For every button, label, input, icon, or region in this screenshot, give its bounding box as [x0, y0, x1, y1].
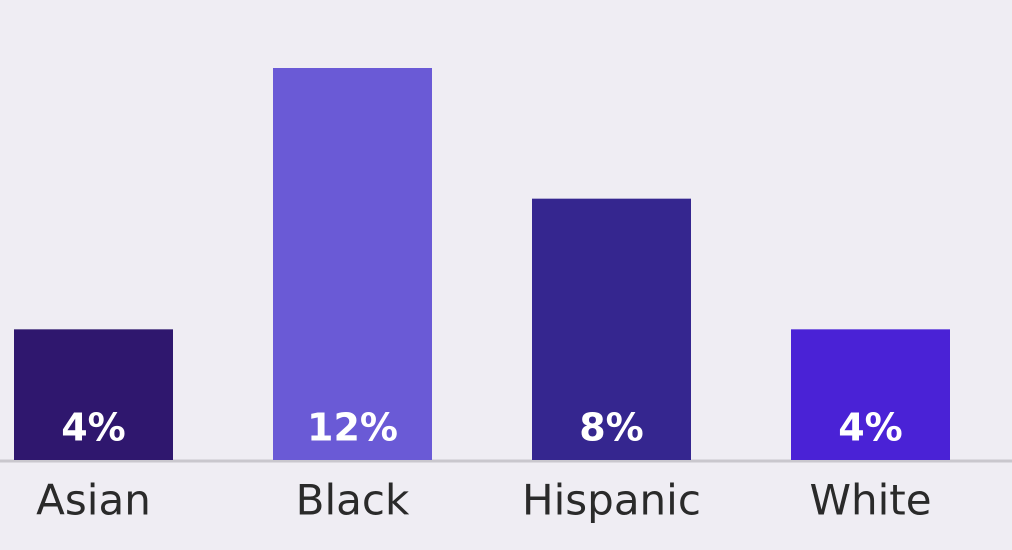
- x-tick-label: Hispanic: [522, 476, 701, 525]
- value-label: 12%: [307, 406, 398, 450]
- x-tick-label: Black: [296, 476, 410, 525]
- x-tick-label: Asian: [36, 476, 151, 525]
- value-label: 8%: [579, 406, 644, 450]
- value-label: 4%: [61, 406, 126, 450]
- bar: [791, 329, 950, 460]
- bar: [14, 329, 173, 460]
- x-tick-label: White: [809, 476, 931, 525]
- bar: [273, 68, 432, 460]
- bar: [532, 198, 691, 460]
- value-label: 4%: [838, 406, 903, 450]
